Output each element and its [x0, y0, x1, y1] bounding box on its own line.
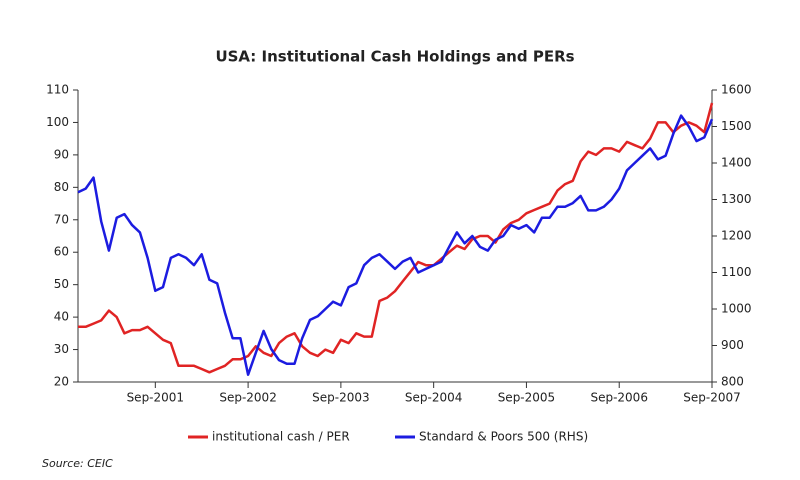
source: Source: CEIC	[42, 457, 113, 470]
y-tick-label: 100	[46, 115, 69, 129]
y2-tick-label: 1400	[721, 156, 752, 170]
y2-tick-label: 800	[721, 375, 744, 389]
x-tick-label: Sep-2007	[683, 391, 741, 405]
legend-label: institutional cash / PER	[212, 430, 350, 444]
chart-title: USA: Institutional Cash Holdings and PER…	[215, 48, 574, 66]
line-series	[77, 114, 714, 376]
y2-tick-label: 1000	[721, 302, 752, 316]
x-tick-label: Sep-2001	[127, 391, 185, 405]
x-tick-label: Sep-2005	[498, 391, 556, 405]
y-tick-label: 40	[54, 310, 69, 324]
x-tick-label: Sep-2002	[219, 391, 277, 405]
y2-tick-label: 1600	[721, 83, 752, 97]
x-tick-label: Sep-2003	[312, 391, 370, 405]
x-tick-label: Sep-2004	[405, 391, 463, 405]
x-tick-label: Sep-2006	[590, 391, 648, 405]
y-tick-label: 30	[54, 342, 69, 356]
y2-tick-label: 1500	[721, 119, 752, 133]
y2-tick-label: 1200	[721, 229, 752, 243]
legend-label: Standard & Poors 500 (RHS)	[419, 430, 588, 444]
y2-tick-label: 1100	[721, 265, 752, 279]
y-tick-label: 20	[54, 375, 69, 389]
y-tick-label: 110	[46, 83, 69, 97]
y2-tick-label: 1300	[721, 192, 752, 206]
y-tick-label: 90	[54, 147, 69, 161]
y2-tick-label: 900	[721, 338, 744, 352]
y-tick-label: 80	[54, 180, 69, 194]
y-tick-label: 60	[54, 245, 69, 259]
y-tick-label: 70	[54, 212, 69, 226]
y-tick-label: 50	[54, 277, 69, 291]
line-series	[78, 102, 714, 374]
